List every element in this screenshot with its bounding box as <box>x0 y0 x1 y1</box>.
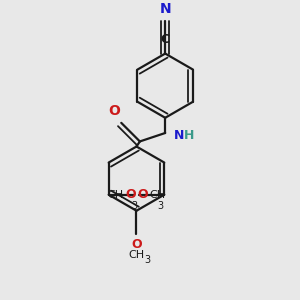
Text: N: N <box>159 2 171 16</box>
Text: CH: CH <box>149 190 165 200</box>
Text: N: N <box>174 129 184 142</box>
Text: CH: CH <box>128 250 145 260</box>
Text: O: O <box>125 188 136 201</box>
Text: H: H <box>184 129 194 142</box>
Text: 3: 3 <box>157 201 163 211</box>
Text: CH: CH <box>108 190 124 200</box>
Text: 3: 3 <box>131 201 137 211</box>
Text: O: O <box>137 188 148 201</box>
Text: 3: 3 <box>144 255 150 265</box>
Text: O: O <box>131 238 142 251</box>
Text: O: O <box>109 104 120 118</box>
Text: C: C <box>160 33 170 46</box>
